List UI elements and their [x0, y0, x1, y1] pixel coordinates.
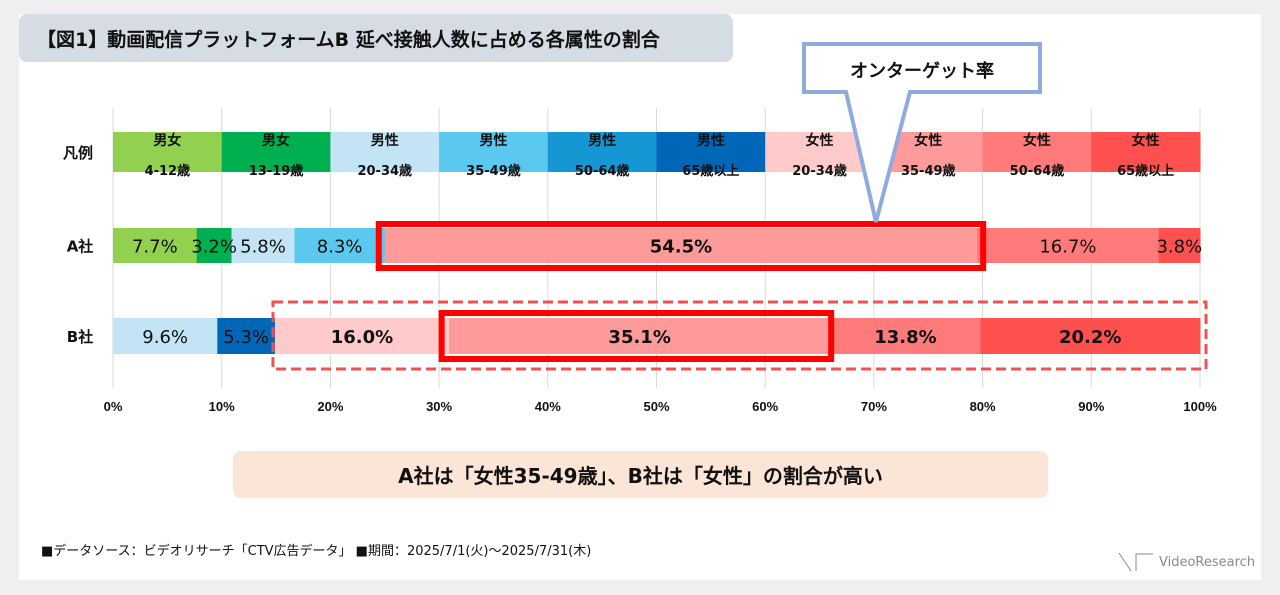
legend-swatch — [221, 132, 331, 172]
b-female-highlight — [271, 300, 1208, 371]
data-label: 16.0% — [331, 327, 393, 348]
data-label: 8.3% — [317, 237, 363, 258]
legend-label-line1: 女性 — [1023, 132, 1051, 149]
x-tick-label: 30% — [426, 399, 452, 414]
x-tick-label: 20% — [317, 399, 343, 414]
data-label: 7.7% — [132, 237, 178, 258]
bar-segment — [113, 228, 198, 263]
bar-segment — [196, 228, 232, 263]
bar-segment — [231, 228, 296, 263]
logo-text: VideoResearch — [1159, 554, 1256, 570]
legend-label-line1: 男性 — [479, 132, 507, 149]
legend-label-line1: 男性 — [371, 132, 399, 149]
legend-swatch — [113, 132, 223, 172]
legend-label-line1: 男性 — [697, 132, 725, 149]
x-tick-label: 40% — [535, 399, 561, 414]
legend-label-line2: 35-49歳 — [901, 163, 956, 179]
legend-label-line1: 男女 — [153, 132, 181, 149]
data-label: 13.8% — [874, 327, 936, 348]
data-label: 20.2% — [1059, 327, 1121, 348]
video-research-logo: VideoResearch — [1117, 551, 1255, 573]
legend-label-line1: 女性 — [806, 132, 834, 149]
legend-swatch — [656, 132, 766, 172]
bar-segment — [1158, 228, 1201, 263]
legend-swatch — [1091, 132, 1201, 172]
data-label: 3.2% — [191, 237, 237, 258]
video-research-logo-icon — [1118, 552, 1153, 572]
bar-segment — [294, 228, 386, 263]
legend-label-line1: 女性 — [914, 132, 942, 149]
x-tick-label: 60% — [752, 399, 778, 414]
data-label: 35.1% — [608, 327, 670, 348]
legend-label-line2: 20-34歳 — [357, 163, 412, 179]
bar-segment — [977, 228, 1160, 263]
series-label: A社 — [67, 238, 94, 256]
legend-label-line2: 35-49歳 — [466, 163, 521, 179]
bar-segment — [274, 318, 450, 354]
legend-label-line1: 男性 — [588, 132, 616, 149]
legend-label-line2: 50-64歳 — [1010, 163, 1065, 179]
callout-label: オンターゲット率 — [850, 60, 994, 82]
legend-swatch — [330, 132, 440, 172]
legend-label-line2: 65歳以上 — [1117, 163, 1174, 179]
data-label: 54.5% — [650, 237, 712, 258]
legend-label-line1: 男女 — [262, 132, 290, 149]
bar-segment — [384, 228, 978, 263]
legend-swatch — [439, 132, 549, 172]
bar-segment — [980, 318, 1201, 354]
bar-segment — [830, 318, 981, 354]
data-source-footer: ■データソース：ビデオリサーチ「CTV広告データ」 ■期間：2025/7/1(火… — [41, 544, 592, 559]
a-target-highlight — [375, 221, 987, 271]
legend-label-line2: 50-64歳 — [575, 163, 630, 179]
legend-swatch — [982, 132, 1092, 172]
bar-segment — [113, 318, 218, 354]
data-label: 16.7% — [1039, 237, 1096, 258]
legend-label-line1: 女性 — [1132, 132, 1160, 149]
x-tick-label: 70% — [861, 399, 887, 414]
legend-label-line2: 20-34歳 — [792, 163, 847, 179]
legend-label-line2: 13-19歳 — [249, 163, 304, 179]
data-label: 9.6% — [142, 327, 188, 348]
series-label: B社 — [67, 328, 93, 346]
legend-row-label: 凡例 — [63, 144, 93, 162]
data-label: 5.3% — [223, 327, 269, 348]
x-tick-label: 80% — [970, 399, 996, 414]
x-tick-label: 100% — [1183, 399, 1217, 414]
b-target-highlight — [438, 310, 835, 362]
callout-box — [802, 42, 1042, 223]
data-label: 5.8% — [240, 237, 286, 258]
page-title: 【図1】動画配信プラットフォームB 延べ接触人数に占める各属性の割合 — [19, 14, 733, 62]
x-tick-label: 10% — [209, 399, 235, 414]
x-tick-label: 50% — [643, 399, 669, 414]
legend-label-line2: 4-12歳 — [145, 163, 191, 179]
data-label: 3.8% — [1156, 237, 1202, 258]
bar-segment — [448, 318, 831, 354]
x-tick-label: 90% — [1078, 399, 1104, 414]
summary-banner: A社は「女性35-49歳」、B社は「女性」の割合が高い — [233, 451, 1048, 498]
bar-segment — [217, 318, 276, 354]
legend-label-line2: 65歳以上 — [682, 163, 739, 179]
x-tick-label: 0% — [104, 399, 123, 414]
legend-swatch — [547, 132, 657, 172]
